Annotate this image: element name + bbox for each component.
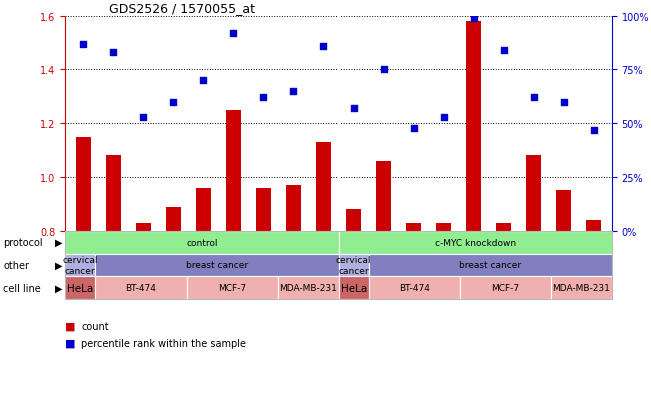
Bar	[466, 22, 481, 413]
Bar	[406, 223, 421, 413]
Bar	[496, 223, 511, 413]
Bar	[256, 188, 271, 413]
Bar	[436, 223, 451, 413]
Text: BT-474: BT-474	[126, 284, 156, 292]
Point	[559, 99, 569, 106]
Point	[408, 125, 419, 131]
Bar	[105, 156, 120, 413]
Bar	[557, 191, 572, 413]
Text: breast cancer: breast cancer	[460, 261, 521, 270]
Text: MDA-MB-231: MDA-MB-231	[279, 284, 337, 292]
Text: breast cancer: breast cancer	[186, 261, 248, 270]
Point	[228, 31, 238, 37]
Point	[529, 95, 539, 102]
Text: other: other	[3, 260, 29, 271]
Text: ▶: ▶	[55, 237, 63, 248]
Text: HeLa: HeLa	[67, 283, 93, 293]
Text: cell line: cell line	[3, 283, 41, 293]
Bar	[376, 161, 391, 413]
Text: BT-474: BT-474	[399, 284, 430, 292]
Point	[108, 50, 118, 56]
Text: MDA-MB-231: MDA-MB-231	[553, 284, 611, 292]
Point	[258, 95, 269, 102]
Text: GDS2526 / 1570055_at: GDS2526 / 1570055_at	[109, 2, 255, 15]
Text: ▶: ▶	[55, 283, 63, 293]
Text: MCF-7: MCF-7	[492, 284, 519, 292]
Text: ■: ■	[65, 338, 76, 348]
Point	[168, 99, 178, 106]
Text: ■: ■	[65, 321, 76, 331]
Text: protocol: protocol	[3, 237, 43, 248]
Point	[198, 78, 208, 84]
Text: count: count	[81, 321, 109, 331]
Bar	[135, 223, 151, 413]
Point	[378, 67, 389, 74]
Text: control: control	[186, 238, 217, 247]
Bar	[526, 156, 542, 413]
Point	[348, 106, 359, 112]
Point	[439, 114, 449, 121]
Point	[589, 127, 599, 134]
Text: cervical
cancer: cervical cancer	[336, 256, 372, 275]
Text: cervical
cancer: cervical cancer	[62, 256, 98, 275]
Text: ▶: ▶	[55, 260, 63, 271]
Bar	[316, 143, 331, 413]
Point	[288, 88, 299, 95]
Bar	[166, 207, 181, 413]
Bar	[587, 221, 602, 413]
Text: HeLa: HeLa	[340, 283, 367, 293]
Point	[499, 47, 509, 54]
Point	[318, 43, 329, 50]
Bar	[76, 138, 90, 413]
Bar	[346, 210, 361, 413]
Text: MCF-7: MCF-7	[218, 284, 246, 292]
Text: percentile rank within the sample: percentile rank within the sample	[81, 338, 246, 348]
Bar	[286, 186, 301, 413]
Text: c-MYC knockdown: c-MYC knockdown	[435, 238, 516, 247]
Bar	[226, 111, 241, 413]
Point	[78, 41, 89, 48]
Point	[138, 114, 148, 121]
Point	[469, 15, 479, 22]
Bar	[196, 188, 211, 413]
